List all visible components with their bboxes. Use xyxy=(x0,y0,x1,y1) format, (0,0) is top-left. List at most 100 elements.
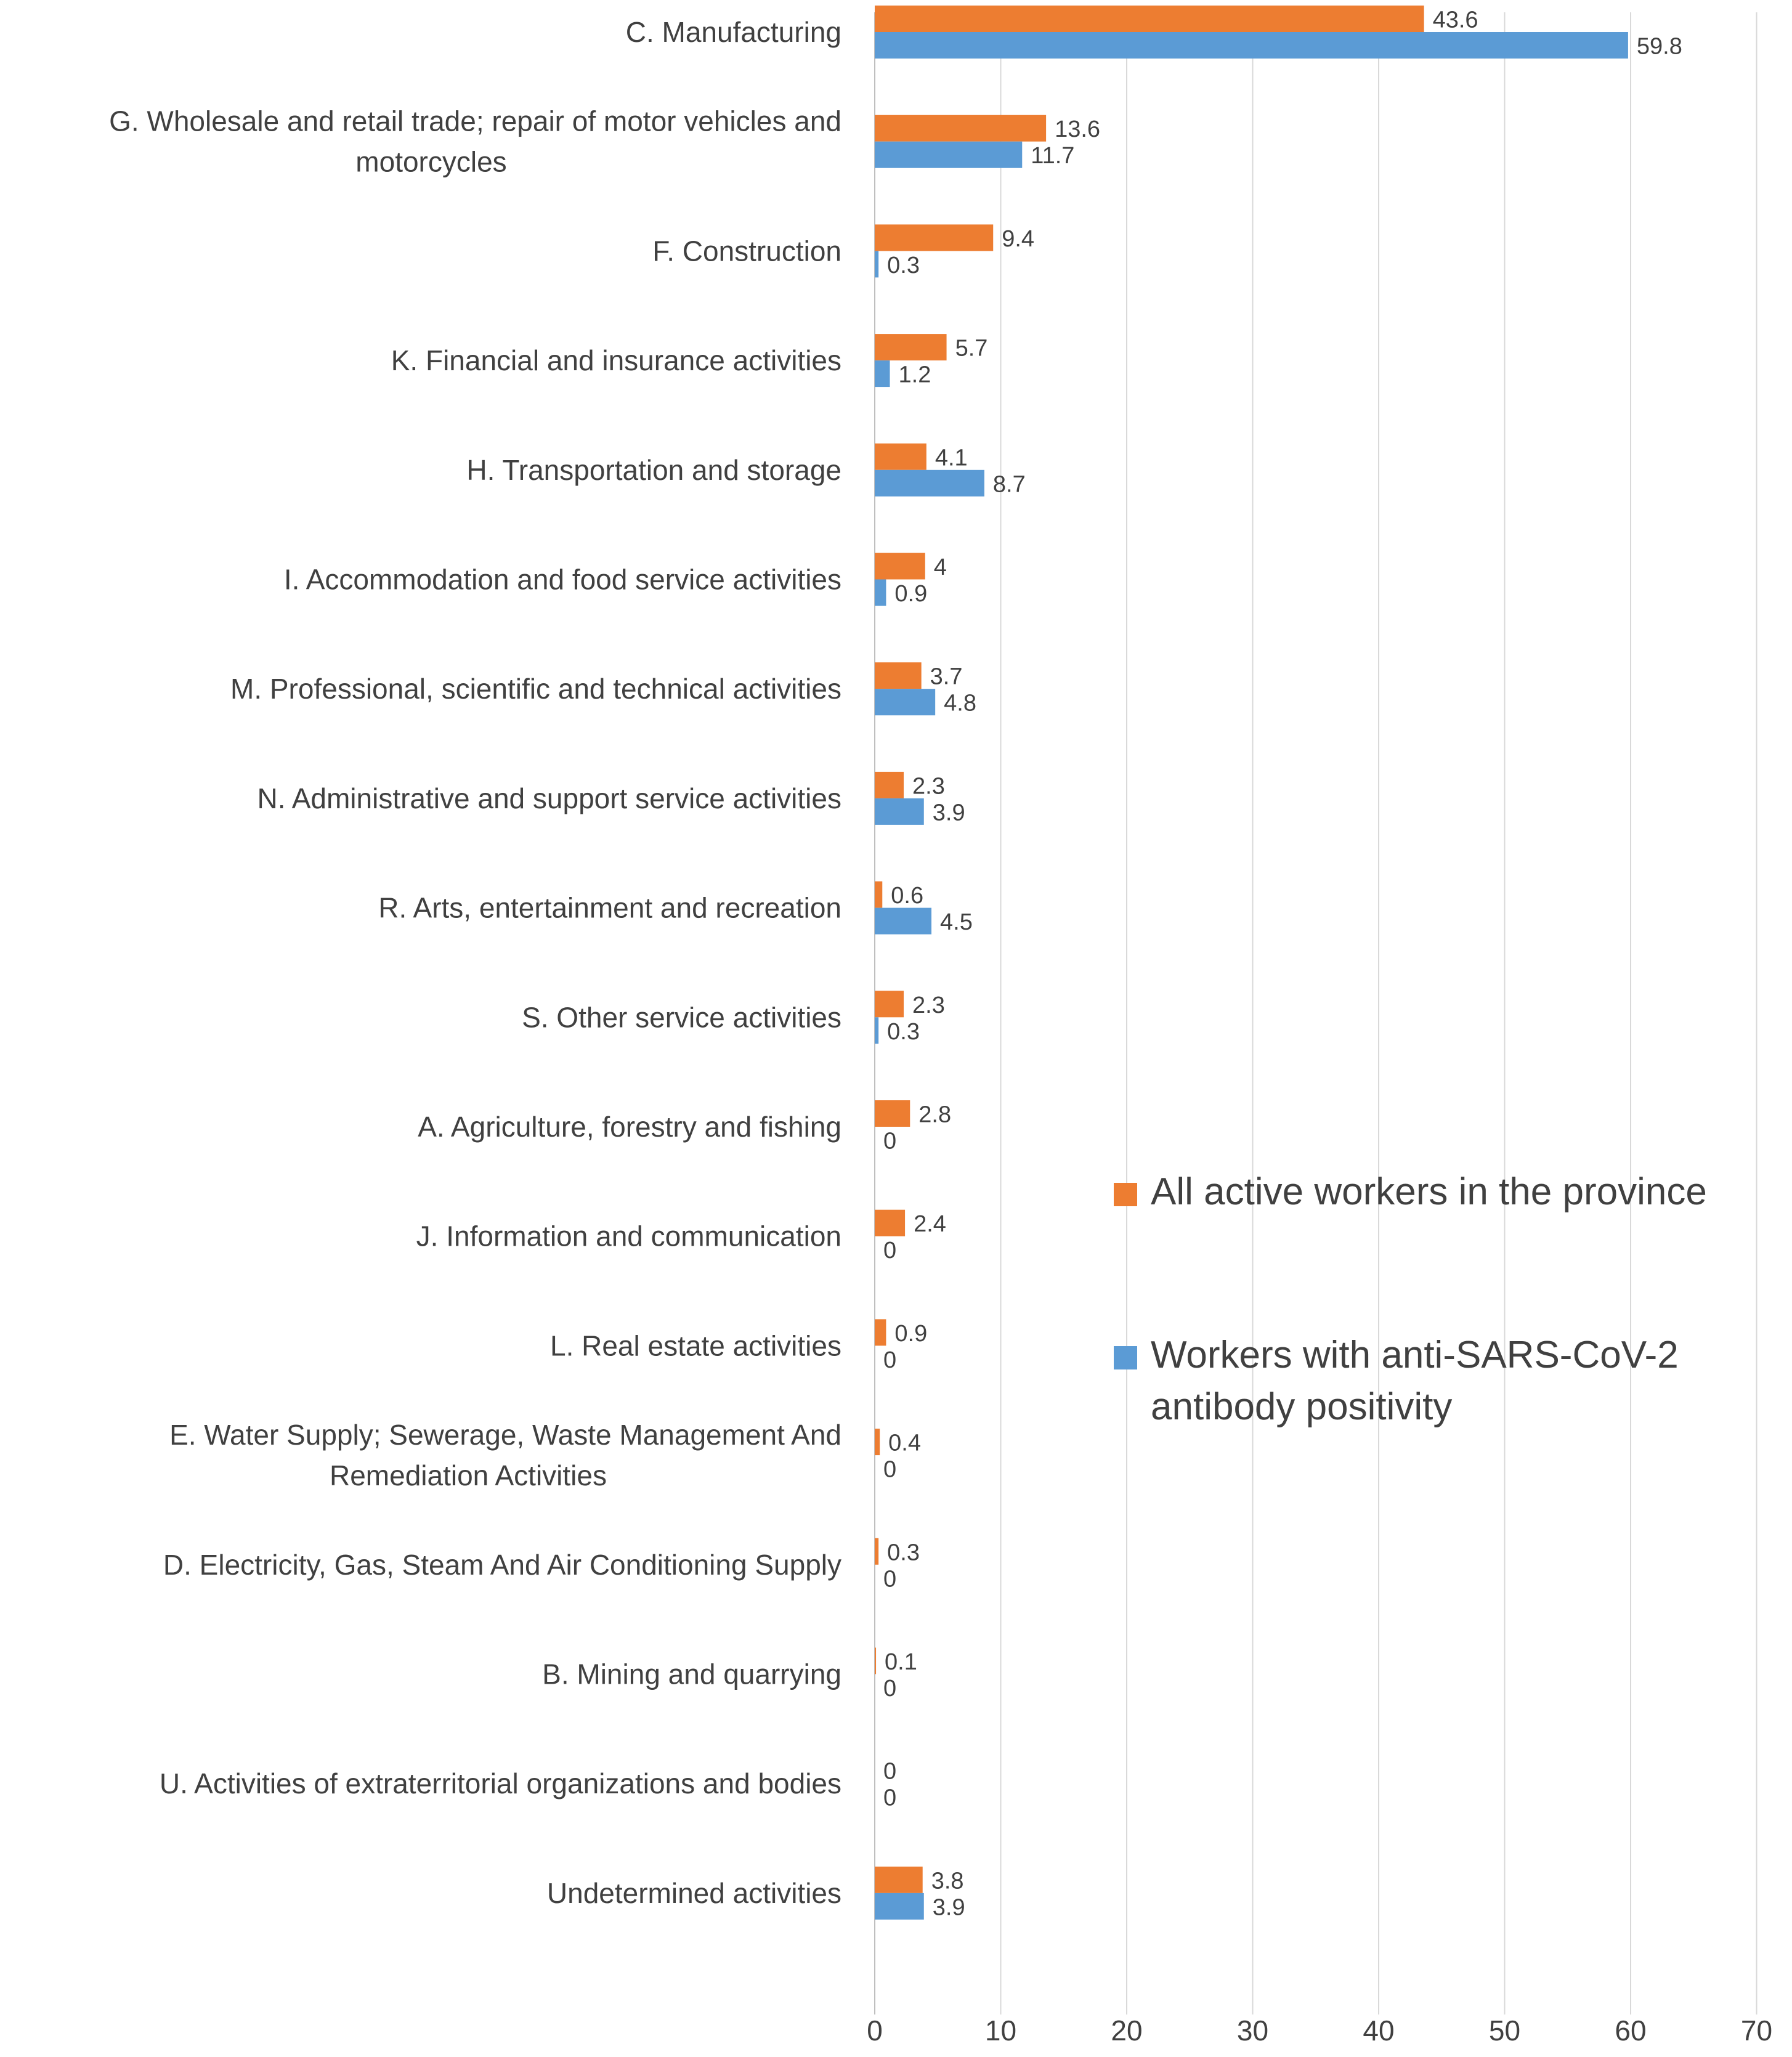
x-tick-label: 20 xyxy=(1111,2014,1142,2047)
labels: 0 10 20 30 40 50 60 70C. Manufacturing 43.659.8G… xyxy=(109,7,1772,2047)
bar-antibody-positive-8 xyxy=(875,907,932,935)
bar-antibody-positive-3 xyxy=(875,360,890,387)
data-label: 4.8 xyxy=(944,691,976,716)
bar-antibody-positive-4 xyxy=(875,469,984,497)
data-label: 2.4 xyxy=(914,1211,946,1237)
category-label-line: N. Administrative and support service ac… xyxy=(257,782,841,814)
category-label-line: R. Arts, entertainment and recreation xyxy=(378,892,841,924)
x-tick-label: 70 xyxy=(1741,2014,1772,2047)
data-label: 0 xyxy=(883,1457,896,1483)
data-label: 4.1 xyxy=(935,445,968,471)
data-label: 0 xyxy=(883,1785,896,1811)
bar-all-workers-15 xyxy=(875,1647,877,1674)
category-label: N. Administrative and support service ac… xyxy=(257,782,841,814)
data-label: 2.3 xyxy=(912,992,945,1018)
data-label: 0 xyxy=(883,1129,896,1154)
bar-antibody-positive-5 xyxy=(875,579,886,606)
category-label: A. Agriculture, forestry and fishing xyxy=(418,1111,841,1143)
data-label: 4.5 xyxy=(940,909,973,935)
legend-swatch-0 xyxy=(1114,1183,1137,1206)
bar-antibody-positive-9 xyxy=(875,1017,879,1044)
category-label-line: A. Agriculture, forestry and fishing xyxy=(418,1111,841,1143)
data-label: 4 xyxy=(934,554,947,580)
category-label: R. Arts, entertainment and recreation xyxy=(378,892,841,924)
category-label: E. Water Supply; Sewerage, Waste Managem… xyxy=(169,1419,841,1491)
category-label-line: S. Other service activities xyxy=(522,1001,841,1033)
category-label-line: F. Construction xyxy=(652,235,841,267)
gridlines xyxy=(874,12,1758,2014)
category-label: H. Transportation and storage xyxy=(466,454,841,486)
data-label: 2.3 xyxy=(912,773,945,799)
category-label: U. Activities of extraterritorial organi… xyxy=(160,1767,841,1799)
data-label: 8.7 xyxy=(993,471,1026,497)
data-label: 0 xyxy=(883,1347,896,1373)
x-tick-label: 0 xyxy=(867,2014,883,2047)
data-label: 3.9 xyxy=(933,1894,965,1920)
legend-label-line: All active workers in the province xyxy=(1151,1171,1707,1213)
legend-label-line: antibody positivity xyxy=(1151,1386,1452,1428)
data-label: 11.7 xyxy=(1031,143,1074,169)
data-label: 3.8 xyxy=(931,1868,964,1894)
data-label: 0 xyxy=(883,1759,896,1785)
category-label: Undetermined activities xyxy=(547,1877,841,1909)
data-label: 0 xyxy=(883,1676,896,1702)
category-label: B. Mining and quarrying xyxy=(542,1658,841,1690)
bar-all-workers-0 xyxy=(875,6,1424,32)
data-label: 5.7 xyxy=(955,336,988,362)
data-label: 2.8 xyxy=(918,1102,951,1128)
data-label: 0.4 xyxy=(888,1430,921,1456)
category-label-line: L. Real estate activities xyxy=(550,1329,841,1361)
category-label: K. Financial and insurance activities xyxy=(391,344,841,376)
x-tick-label: 30 xyxy=(1237,2014,1268,2047)
bar-all-workers-8 xyxy=(875,881,883,908)
bar-all-workers-1 xyxy=(875,115,1047,142)
bar-all-workers-7 xyxy=(875,771,904,798)
x-tick-label: 40 xyxy=(1363,2014,1394,2047)
x-tick-label: 50 xyxy=(1489,2014,1520,2047)
category-label-line: Undetermined activities xyxy=(547,1877,841,1909)
data-label: 43.6 xyxy=(1433,7,1478,33)
bar-all-workers-2 xyxy=(875,224,994,251)
bar-all-workers-10 xyxy=(875,1100,910,1127)
category-label: F. Construction xyxy=(652,235,841,267)
bar-antibody-positive-0 xyxy=(875,32,1628,59)
category-label-line: motorcycles xyxy=(355,146,506,178)
data-label: 59.8 xyxy=(1637,34,1682,60)
data-label: 3.7 xyxy=(930,664,963,690)
bar-all-workers-14 xyxy=(875,1538,879,1565)
legend: All active workers in the province Worker… xyxy=(1114,1171,1707,1428)
category-label: S. Other service activities xyxy=(522,1001,841,1033)
legend-label-0: All active workers in the province xyxy=(1151,1171,1707,1213)
category-label-line: E. Water Supply; Sewerage, Waste Managem… xyxy=(169,1419,841,1451)
category-label: J. Information and communication xyxy=(416,1220,841,1252)
bar-all-workers-12 xyxy=(875,1319,886,1346)
data-label: 0 xyxy=(883,1238,896,1264)
category-label: I. Accommodation and food service activi… xyxy=(284,564,841,596)
bars xyxy=(875,6,1628,1920)
bar-all-workers-9 xyxy=(875,991,904,1018)
bar-all-workers-5 xyxy=(875,553,925,580)
data-label: 1.2 xyxy=(899,362,931,388)
category-label: C. Manufacturing xyxy=(626,16,841,48)
bar-all-workers-17 xyxy=(875,1866,923,1893)
category-label-line: J. Information and communication xyxy=(416,1220,841,1252)
legend-label-1: Workers with anti-SARS-CoV-2 antibody pos… xyxy=(1151,1334,1679,1428)
bar-antibody-positive-1 xyxy=(875,141,1023,168)
category-label: M. Professional, scientific and technica… xyxy=(230,673,841,705)
bar-antibody-positive-7 xyxy=(875,798,924,825)
x-tick-label: 60 xyxy=(1615,2014,1646,2047)
bar-all-workers-4 xyxy=(875,443,926,470)
category-label-line: Remediation Activities xyxy=(330,1459,607,1491)
data-label: 0.3 xyxy=(887,253,920,278)
data-label: 0 xyxy=(883,1566,896,1592)
category-label-line: H. Transportation and storage xyxy=(466,454,841,486)
category-label-line: K. Financial and insurance activities xyxy=(391,344,841,376)
legend-label-line: Workers with anti-SARS-CoV-2 xyxy=(1151,1334,1679,1376)
x-tick-label: 10 xyxy=(985,2014,1016,2047)
data-label: 9.4 xyxy=(1002,226,1034,252)
category-label-line: C. Manufacturing xyxy=(626,16,841,48)
bar-antibody-positive-6 xyxy=(875,689,936,716)
data-label: 0.6 xyxy=(891,883,923,909)
